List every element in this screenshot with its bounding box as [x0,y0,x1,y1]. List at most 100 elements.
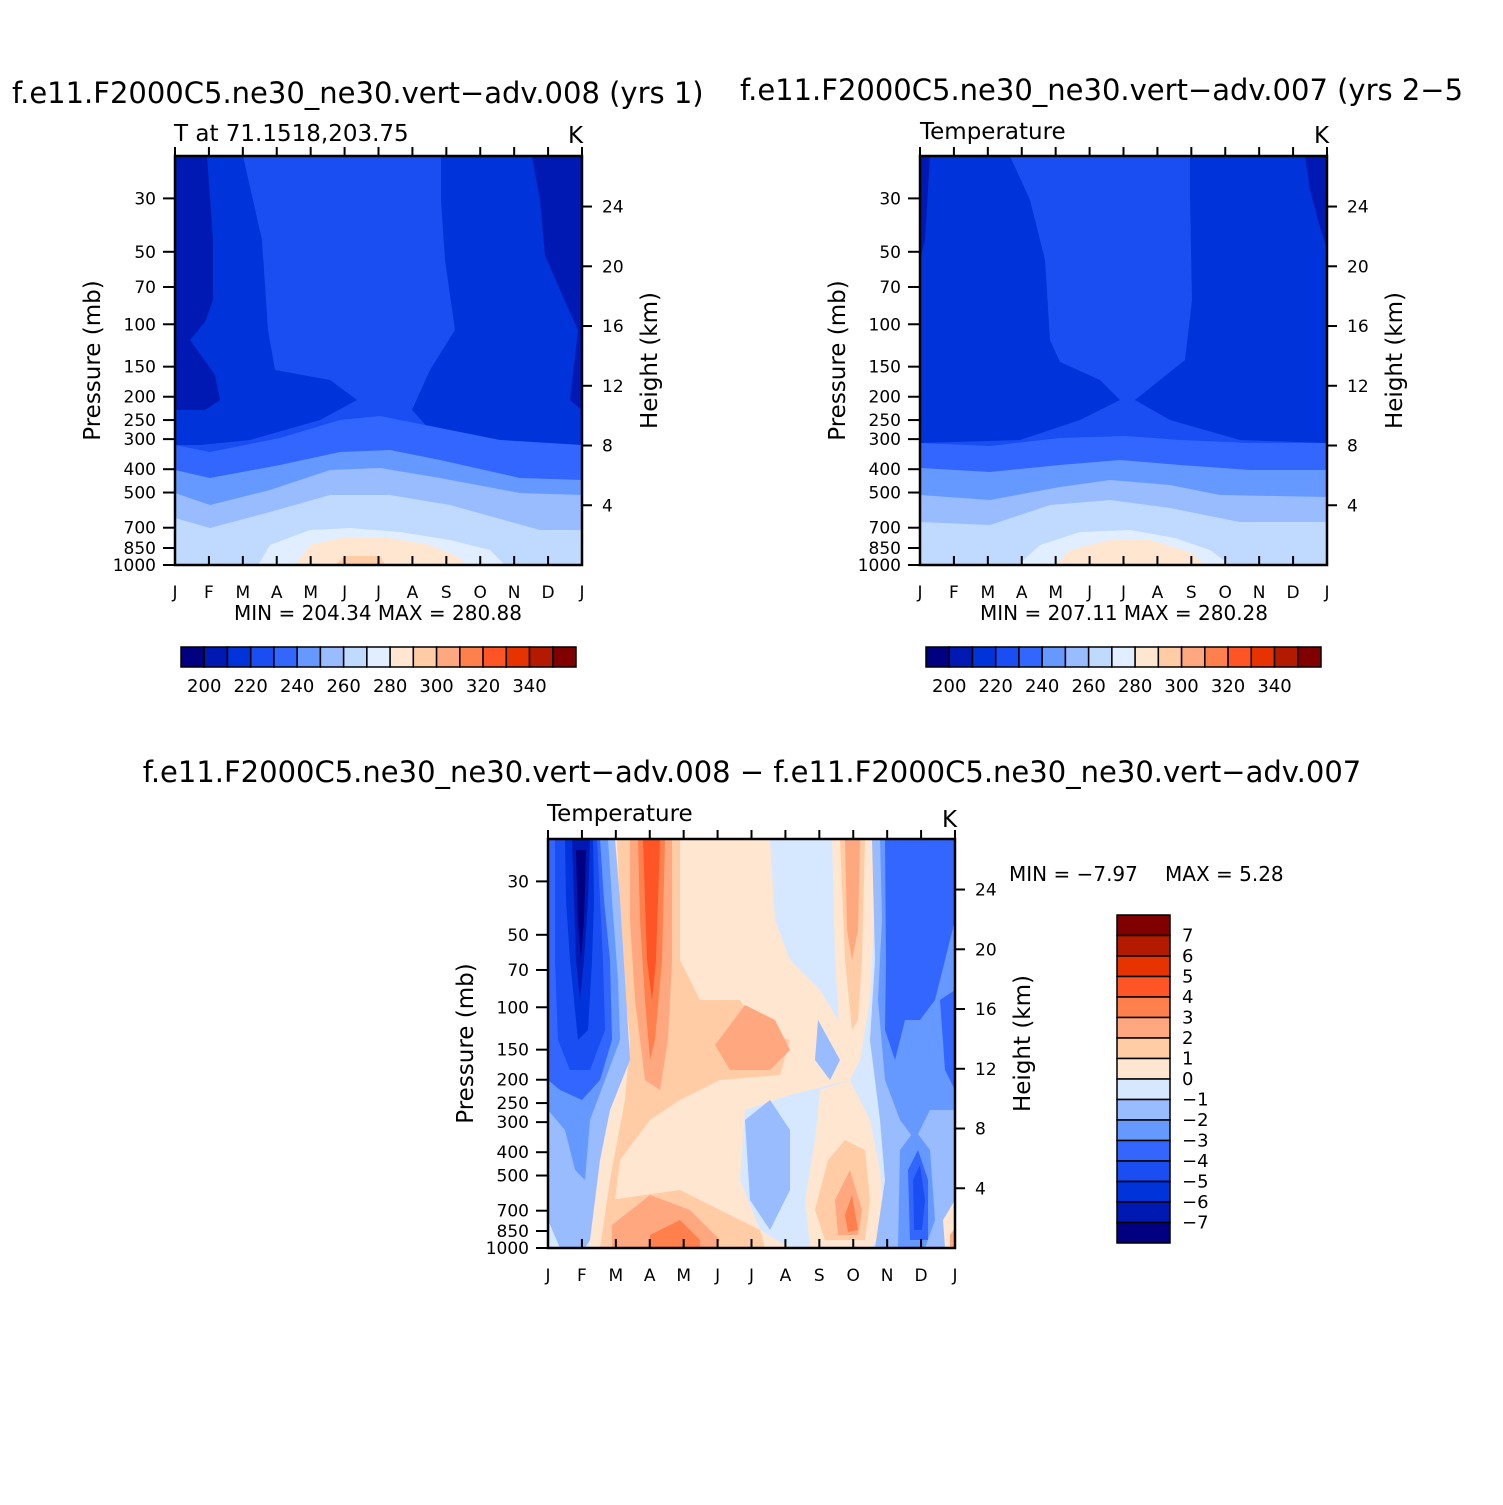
y-tick-label: 30 [134,189,156,209]
x-tick-label: A [780,1266,792,1286]
contour-band [532,156,582,410]
contour-band [885,839,955,1060]
colorbar-label: 240 [280,676,314,697]
y-tick-label: 850 [497,1222,529,1242]
colorbar-label: 3 [1182,1008,1193,1029]
y-tick-label: 500 [124,484,156,504]
colorbar-label: 320 [466,676,500,697]
colorbar-label: −5 [1182,1172,1209,1193]
y2-tick-label: 12 [602,377,624,397]
x-tick-label: J [714,1266,720,1286]
colorbar-label: −4 [1182,1151,1209,1172]
x-tick-label: J [1086,583,1092,603]
colorbar-label: −3 [1182,1131,1209,1152]
colorbar-swatch [412,646,438,668]
colorbar-swatch [1116,975,1171,998]
contour-band [650,1220,700,1248]
colorbar-swatch [273,646,298,668]
y-tick-label: 50 [134,243,156,263]
x-tick-label: A [1016,583,1028,603]
colorbar-swatch [1297,646,1322,668]
colorbar-label: 7 [1182,926,1193,947]
colorbar-swatch [1116,1119,1171,1142]
y2-tick-label: 20 [975,940,997,960]
y2-tick-label: 12 [1347,377,1369,397]
panel1-contour-plot [175,156,582,565]
y-tick-label: 70 [507,961,529,981]
contour-band [940,990,955,1090]
x-tick-label: J [578,583,584,603]
contour-band [1305,156,1327,250]
x-tick-label: J [171,583,177,603]
colorbar-label: 200 [932,676,966,697]
y2-tick-label: 20 [602,257,624,277]
y-tick-label: 150 [497,1041,529,1061]
colorbar-swatch [342,646,368,668]
x-tick-label: D [1287,583,1300,603]
colorbar-label: 260 [326,676,360,697]
y-tick-label: 30 [507,872,529,892]
x-tick-label: J [1323,583,1329,603]
x-tick-label: S [441,583,452,603]
y-tick-label: 300 [869,430,901,450]
x-tick-label: J [544,1266,550,1286]
y-tick-label: 150 [869,358,901,378]
colorbar-swatch [1041,646,1067,668]
x-tick-label: F [949,583,959,603]
colorbar-swatch [948,646,974,668]
contour-band [920,156,1120,443]
y-axis-label: Pressure (mb) [80,280,106,440]
y2-tick-label: 12 [975,1060,997,1080]
colorbar-swatch [994,646,1020,668]
y-tick-label: 150 [124,358,156,378]
x-tick-label: J [375,583,381,603]
y-tick-label: 50 [507,926,529,946]
y2-tick-label: 16 [975,1000,997,1020]
contour-band [845,839,860,960]
y2-tick-label: 8 [1347,437,1358,457]
x-tick-label: N [508,583,521,603]
colorbar-swatch [1204,646,1229,668]
x-tick-label: A [1152,583,1164,603]
colorbar-swatch [1116,914,1171,937]
panel3-units: K [942,807,958,833]
colorbar-swatch [1116,1057,1171,1080]
y2-tick-label: 24 [602,198,624,218]
panel2-case-title: f.e11.F2000C5.ne30_ne30.vert−adv.007 (yr… [740,73,1463,107]
y-tick-label: 400 [124,460,156,480]
y-tick-label: 200 [124,388,156,408]
colorbar-swatch [1157,646,1183,668]
colorbar-swatch [203,646,229,668]
contour-band [715,1005,790,1070]
y-tick-label: 100 [124,315,156,335]
colorbar-label: 5 [1182,967,1193,988]
panel1-stats: MIN = 204.34 MAX = 280.88 [234,601,522,625]
y-tick-label: 500 [869,484,901,504]
y2-tick-label: 24 [975,881,997,901]
colorbar-swatch [1087,646,1113,668]
colorbar-swatch [1116,996,1171,1019]
y2-tick-label: 20 [1347,257,1369,277]
x-tick-label: D [915,1266,928,1286]
contour-band [576,850,586,960]
panel2-var-title: Temperature [919,119,1066,145]
colorbar-label: 260 [1071,676,1105,697]
contour-band [335,556,385,565]
y-tick-label: 400 [869,460,901,480]
y-tick-label: 200 [497,1071,529,1091]
colorbar-swatch [1116,1037,1171,1060]
y-tick-label: 30 [879,189,901,209]
panel3-case-title: f.e11.F2000C5.ne30_ne30.vert−adv.008 − f… [143,755,1362,789]
y-tick-label: 70 [879,278,901,298]
x-tick-label: F [204,583,214,603]
colorbar-label: −6 [1182,1192,1209,1213]
y-tick-label: 250 [124,411,156,431]
x-tick-label: A [271,583,283,603]
y2-tick-label: 4 [602,496,613,516]
x-tick-label: N [881,1266,894,1286]
y-tick-label: 700 [124,519,156,539]
colorbar-label: 320 [1211,676,1245,697]
x-tick-label: D [542,583,555,603]
y-tick-label: 850 [124,539,156,559]
